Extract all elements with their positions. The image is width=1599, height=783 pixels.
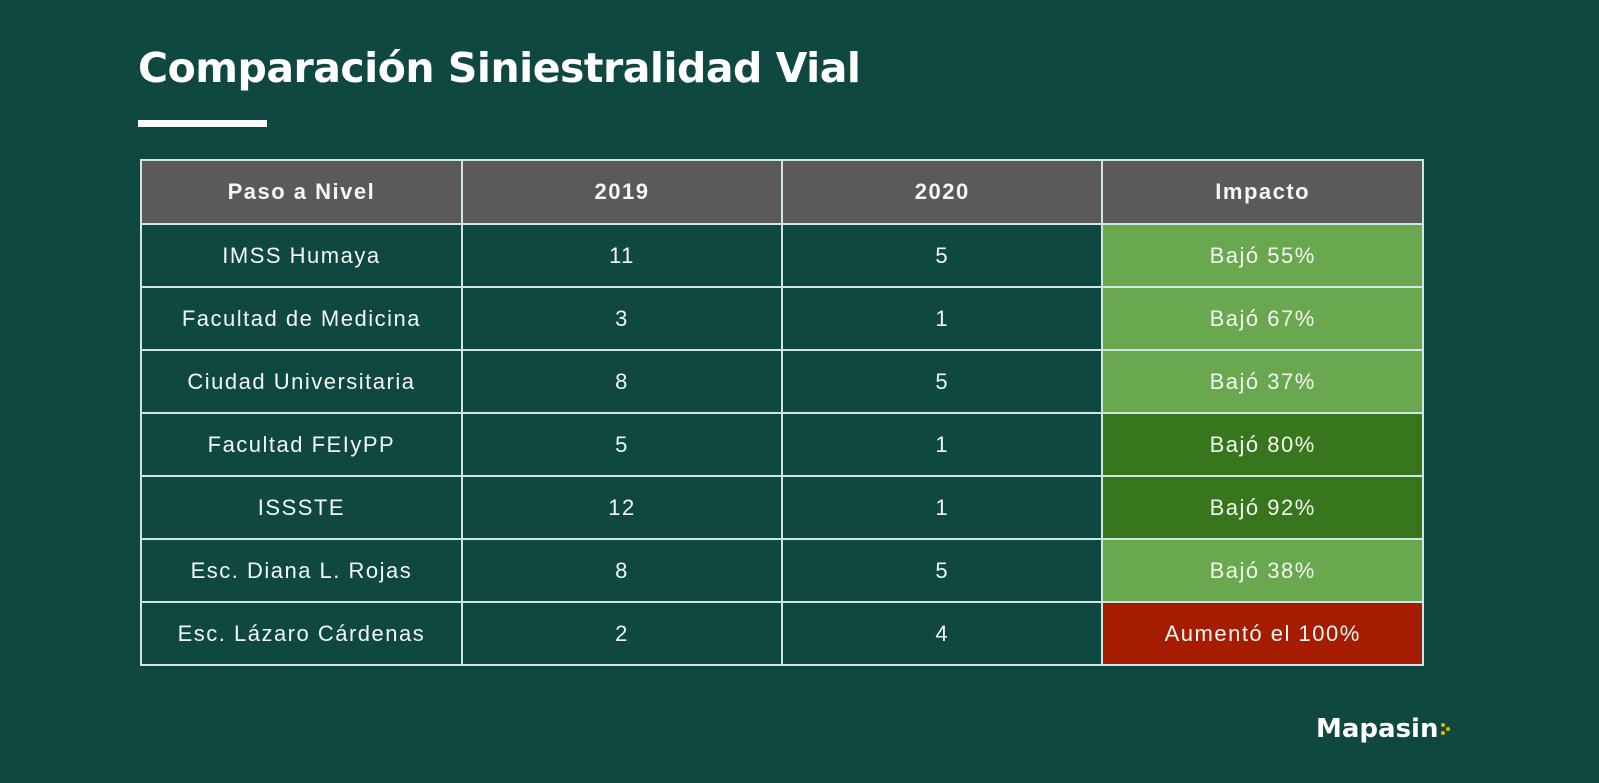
header-impacto: Impacto: [1101, 159, 1424, 225]
title-underline: [138, 120, 267, 127]
cell-2020: 1: [781, 286, 1104, 351]
table-header-row: Paso a Nivel 2019 2020 Impacto: [140, 159, 1424, 225]
table-row: ISSSTE 12 1 Bajó 92%: [140, 475, 1424, 540]
cell-impacto: Bajó 92%: [1101, 475, 1424, 540]
cell-2020: 1: [781, 475, 1104, 540]
cell-2019: 8: [460, 349, 784, 414]
cell-impacto: Bajó 37%: [1101, 349, 1424, 414]
header-2020: 2020: [781, 159, 1104, 225]
cell-impacto: Bajó 38%: [1101, 538, 1424, 603]
cell-2020: 5: [781, 349, 1104, 414]
table-row: Ciudad Universitaria 8 5 Bajó 37%: [140, 349, 1424, 414]
header-2019: 2019: [460, 159, 784, 225]
table-row: Facultad de Medicina 3 1 Bajó 67%: [140, 286, 1424, 351]
cell-paso-a-nivel: IMSS Humaya: [140, 223, 463, 288]
table-row: Esc. Diana L. Rojas 8 5 Bajó 38%: [140, 538, 1424, 603]
comparison-table: Paso a Nivel 2019 2020 Impacto IMSS Huma…: [140, 159, 1424, 666]
logo-dots-icon: [1441, 722, 1453, 736]
cell-paso-a-nivel: Facultad FEIyPP: [140, 412, 463, 477]
cell-paso-a-nivel: Esc. Lázaro Cárdenas: [140, 601, 463, 666]
table-row: Facultad FEIyPP 5 1 Bajó 80%: [140, 412, 1424, 477]
cell-impacto: Bajó 55%: [1101, 223, 1424, 288]
cell-2019: 2: [460, 601, 784, 666]
cell-impacto: Bajó 80%: [1101, 412, 1424, 477]
cell-paso-a-nivel: Esc. Diana L. Rojas: [140, 538, 463, 603]
cell-paso-a-nivel: Facultad de Medicina: [140, 286, 463, 351]
cell-2019: 12: [460, 475, 784, 540]
cell-impacto: Bajó 67%: [1101, 286, 1424, 351]
cell-impacto: Aumentó el 100%: [1101, 601, 1424, 666]
header-paso-a-nivel: Paso a Nivel: [140, 159, 463, 225]
cell-paso-a-nivel: Ciudad Universitaria: [140, 349, 463, 414]
brand-logo: Mapasin: [1316, 714, 1453, 744]
cell-2020: 1: [781, 412, 1104, 477]
table-row: IMSS Humaya 11 5 Bajó 55%: [140, 223, 1424, 288]
cell-paso-a-nivel: ISSSTE: [140, 475, 463, 540]
table-row: Esc. Lázaro Cárdenas 2 4 Aumentó el 100%: [140, 601, 1424, 666]
cell-2020: 5: [781, 538, 1104, 603]
cell-2019: 8: [460, 538, 784, 603]
cell-2019: 5: [460, 412, 784, 477]
page-title: Comparación Siniestralidad Vial: [138, 44, 861, 92]
brand-name: Mapasin: [1316, 714, 1439, 744]
cell-2020: 5: [781, 223, 1104, 288]
cell-2019: 11: [460, 223, 784, 288]
cell-2019: 3: [460, 286, 784, 351]
cell-2020: 4: [781, 601, 1104, 666]
